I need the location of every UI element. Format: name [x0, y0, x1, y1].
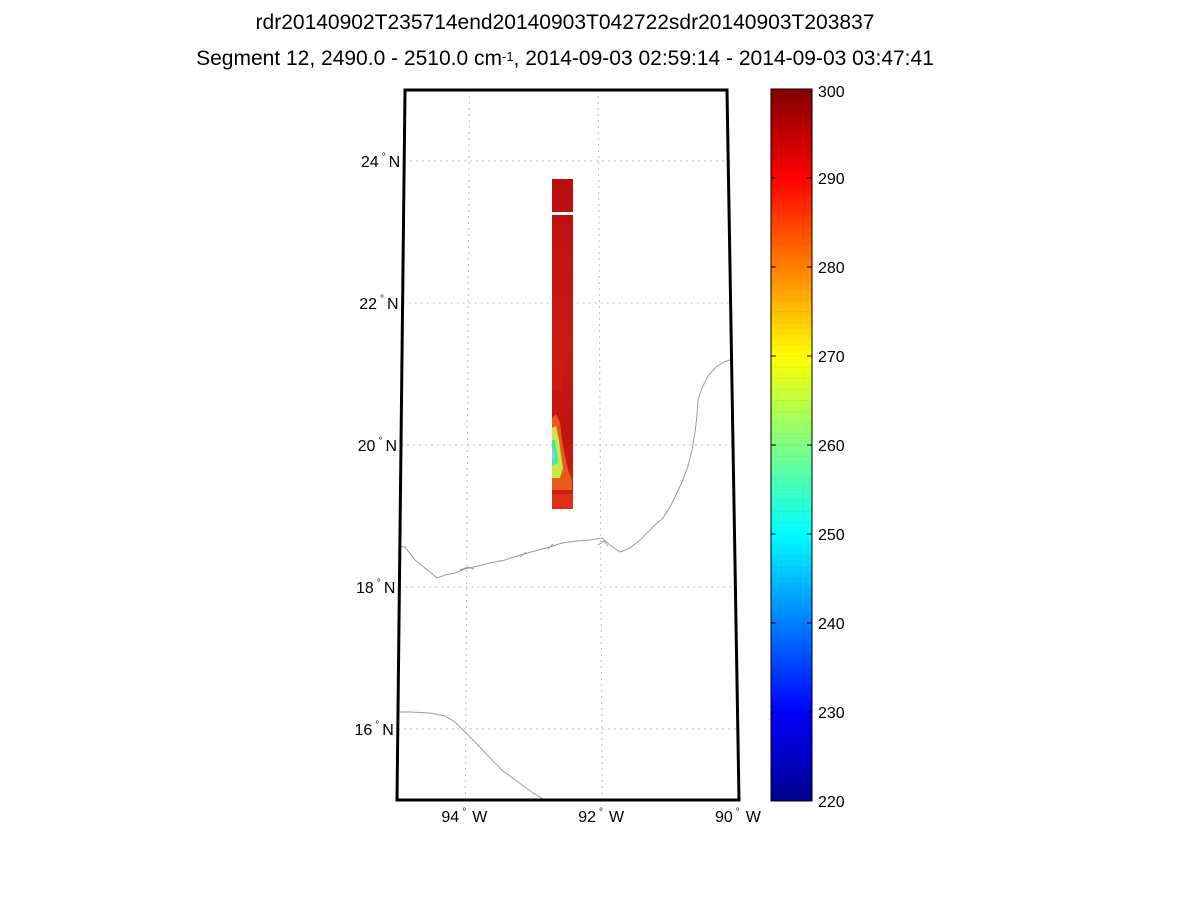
lon-tick-label: 90 ° W — [715, 807, 762, 826]
longitude-labels: 94 ° W 92 ° W 90 ° W — [441, 807, 761, 826]
coastline-pacific — [397, 711, 546, 800]
colorbar-tick-label: 270 — [818, 349, 845, 366]
lat-tick-label: 22 ° N — [359, 294, 398, 313]
colorbar-tick-label: 260 — [818, 438, 845, 455]
colorbar-tick-label: 250 — [818, 527, 845, 544]
plot-subtitle: Segment 12, 2490.0 - 2510.0 cm-1, 2014-0… — [0, 46, 1130, 72]
colorbar-tick-label: 300 — [818, 84, 845, 101]
lon-gridline — [464, 90, 470, 800]
latitude-labels: 24 ° N 22 ° N 20 ° N 18 ° N 16 ° N — [354, 152, 400, 739]
lon-gridline — [597, 90, 603, 800]
subtitle-prefix: Segment 12, 2490.0 - 2510.0 cm — [196, 47, 502, 70]
coastline-gulf — [397, 358, 734, 579]
colorbar-tick-label: 240 — [818, 616, 845, 633]
lon-tick-label: 92 ° W — [578, 807, 625, 826]
colorbar-ticks: 300 290 280 270 260 250 240 230 220 — [771, 84, 845, 811]
lon-tick-label: 94 ° W — [441, 807, 488, 826]
colorbar-tick-label: 290 — [818, 171, 845, 188]
colorbar-tick-label: 230 — [818, 705, 845, 722]
colorbar-gradient — [771, 89, 812, 801]
lat-tick-label: 24 ° N — [361, 152, 400, 171]
subtitle-exponent: -1 — [501, 49, 514, 64]
lat-tick-label: 18 ° N — [356, 578, 395, 597]
lat-tick-label: 20 ° N — [358, 436, 397, 455]
swath-data — [552, 179, 573, 509]
colorbar-bands — [771, 99, 812, 791]
map-area — [397, 90, 739, 800]
colorbar-tick-label: 280 — [818, 260, 845, 277]
colorbar: 300 290 280 270 260 250 240 230 220 — [770, 84, 845, 811]
colorbar-tick-label: 220 — [818, 794, 845, 811]
lat-tick-label: 16 ° N — [354, 720, 393, 739]
plot-title: rdr20140902T235714end20140903T042722sdr2… — [255, 11, 875, 34]
coastline-detail — [459, 540, 609, 571]
subtitle-suffix: , 2014-09-03 02:59:14 - 2014-09-03 03:47… — [513, 47, 934, 70]
map-frame — [395, 88, 741, 802]
